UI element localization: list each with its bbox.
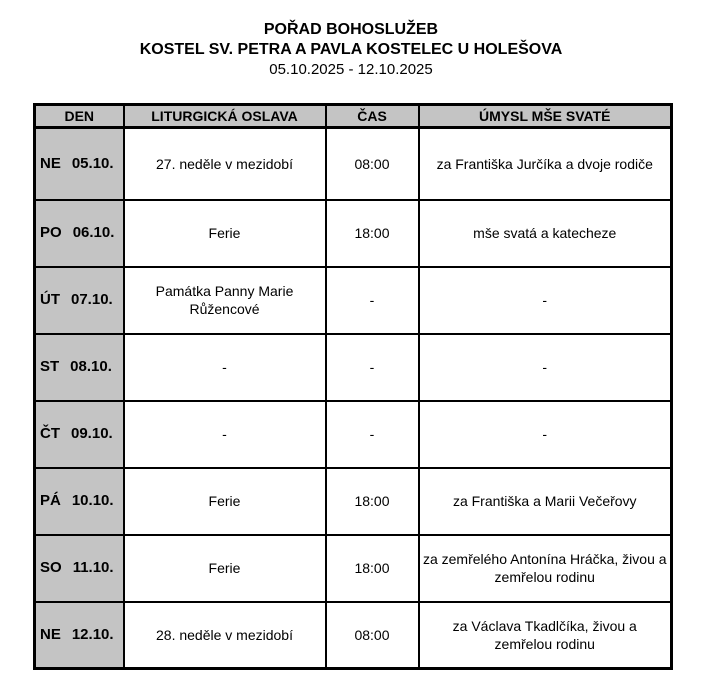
celebration-cell: -	[122, 332, 327, 402]
day-abbreviation: PO	[40, 224, 62, 241]
celebration-cell: Ferie	[122, 533, 327, 603]
table-row: NE 05.10. 27. neděle v mezidobí 08:00 za …	[33, 126, 673, 201]
intention-cell: -	[417, 332, 673, 402]
day-cell: ST 08.10.	[33, 332, 125, 402]
day-date: 11.10.	[72, 559, 114, 576]
schedule-table: DEN LITURGICKÁ OSLAVA ČAS ÚMYSL MŠE SVAT…	[33, 103, 673, 670]
time-cell: -	[324, 265, 420, 335]
column-header-umysl-mse-svate: ÚMYSL MŠE SVATÉ	[417, 103, 673, 129]
day-cell: PO 06.10.	[33, 198, 125, 268]
date-range: 05.10.2025 - 12.10.2025	[269, 61, 433, 78]
intention-cell: mše svatá a katecheze	[417, 198, 673, 268]
intention-cell: za Františka Jurčíka a dvoje rodiče	[417, 126, 673, 201]
day-abbreviation: PÁ	[40, 492, 61, 509]
celebration-cell: -	[122, 399, 327, 469]
time-cell: 18:00	[324, 198, 420, 268]
table-row: SO 11.10. Ferie 18:00 za zemřelého Antoní…	[33, 533, 673, 603]
day-cell: NE 12.10.	[33, 600, 125, 670]
intention-cell: za zemřelého Antonína Hráčka, živou a ze…	[417, 533, 673, 603]
time-cell: 08:00	[324, 600, 420, 670]
table-row: ÚT 07.10. Památka Panny Marie Růžencové -…	[33, 265, 673, 335]
column-header-cas: ČAS	[324, 103, 420, 129]
day-abbreviation: SO	[40, 559, 62, 576]
header-row: DEN LITURGICKÁ OSLAVA ČAS ÚMYSL MŠE SVAT…	[33, 103, 673, 129]
day-cell: ÚT 07.10.	[33, 265, 125, 335]
day-cell: ČT 09.10.	[33, 399, 125, 469]
day-date: 06.10.	[72, 224, 115, 241]
table-header: DEN LITURGICKÁ OSLAVA ČAS ÚMYSL MŠE SVAT…	[33, 103, 673, 129]
intention-cell: -	[417, 399, 673, 469]
day-abbreviation: ČT	[40, 425, 60, 442]
table-body: NE 05.10. 27. neděle v mezidobí 08:00 za …	[33, 126, 673, 670]
time-cell: 08:00	[324, 126, 420, 201]
intention-cell: za Františka a Marii Večeřovy	[417, 466, 673, 536]
day-date: 09.10.	[71, 425, 113, 442]
time-cell: -	[324, 399, 420, 469]
day-cell: NE 05.10.	[33, 126, 125, 201]
intention-cell: za Václava Tkadlčíka, živou a zemřelou r…	[417, 600, 673, 670]
day-cell: SO 11.10.	[33, 533, 125, 603]
time-cell: 18:00	[324, 466, 420, 536]
day-abbreviation: ST	[40, 358, 60, 375]
day-date: 05.10.	[71, 154, 114, 172]
table-row: PÁ 10.10. Ferie 18:00 za Františka a Mari…	[33, 466, 673, 536]
column-header-den: DEN	[33, 103, 125, 129]
day-date: 07.10.	[71, 291, 113, 308]
table-row: ČT 09.10. - - -	[33, 399, 673, 469]
celebration-cell: Ferie	[122, 198, 327, 268]
day-cell: PÁ 10.10.	[33, 466, 125, 536]
column-header-liturgicka-oslava: LITURGICKÁ OSLAVA	[122, 103, 327, 129]
day-abbreviation: NE	[40, 154, 61, 172]
day-date: 08.10.	[70, 358, 112, 375]
day-date: 12.10.	[71, 625, 114, 643]
document-header: POŘAD BOHOSLUŽEB KOSTEL SV. PETRA A PAVL…	[0, 0, 702, 80]
document-title: POŘAD BOHOSLUŽEB	[263, 21, 439, 38]
day-abbreviation: ÚT	[40, 291, 60, 308]
church-name: KOSTEL SV. PETRA A PAVLA KOSTELEC U HOLE…	[139, 41, 563, 58]
table-row: PO 06.10. Ferie 18:00 mše svatá a kateche…	[33, 198, 673, 268]
day-date: 10.10.	[71, 492, 114, 509]
day-abbreviation: NE	[40, 625, 61, 643]
time-cell: 18:00	[324, 533, 420, 603]
celebration-cell: 27. neděle v mezidobí	[122, 126, 327, 201]
intention-cell: -	[417, 265, 673, 335]
celebration-cell: Památka Panny Marie Růžencové	[122, 265, 327, 335]
celebration-cell: 28. neděle v mezidobí	[122, 600, 327, 670]
table-row: NE 12.10. 28. neděle v mezidobí 08:00 za …	[33, 600, 673, 670]
celebration-cell: Ferie	[122, 466, 327, 536]
time-cell: -	[324, 332, 420, 402]
table-row: ST 08.10. - - -	[33, 332, 673, 402]
